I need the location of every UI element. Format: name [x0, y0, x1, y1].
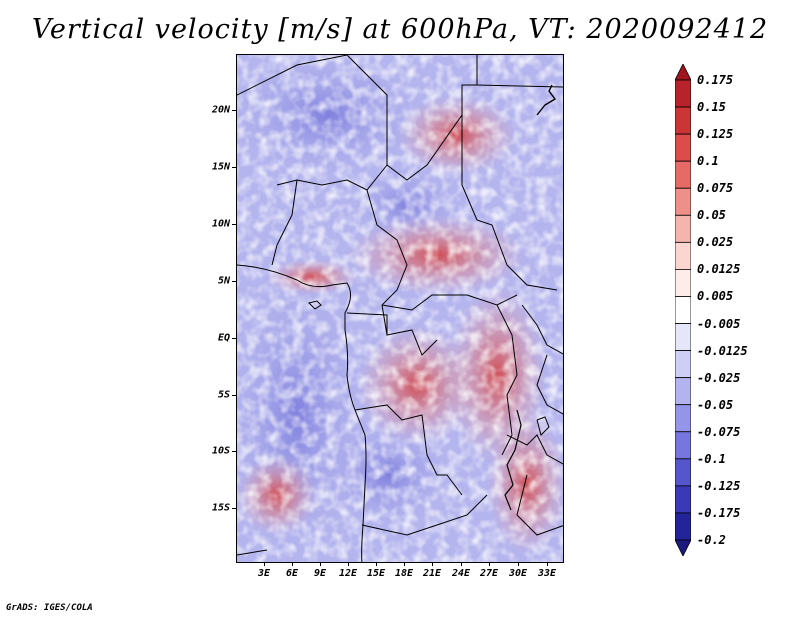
colorbar-label: -0.05: [697, 397, 734, 412]
colorbar-segment: [675, 431, 691, 460]
colorbar-segment: [675, 187, 691, 216]
colorbar-label: 0.05: [697, 208, 726, 223]
lon-label: 9E: [313, 568, 327, 579]
lon-label: 24E: [451, 568, 471, 579]
lon-label: 33E: [537, 568, 557, 579]
colorbar-segment: [675, 296, 691, 324]
colorbar-label: -0.025: [697, 370, 741, 385]
lon-tick: [264, 562, 265, 566]
colorbar-label: 0.025: [697, 235, 734, 250]
colorbar-segment: [675, 269, 691, 297]
lon-label: 15E: [366, 568, 386, 579]
lat-label: 10N: [211, 218, 230, 230]
lat-tick: [232, 167, 237, 168]
colorbar-segment: [675, 241, 691, 270]
lon-tick: [348, 562, 349, 566]
lon-label: 27E: [479, 568, 499, 579]
colorbar-label: 0.075: [697, 181, 734, 196]
colorbar-label: 0.175: [697, 73, 734, 87]
lat-tick: [232, 281, 237, 282]
lon-label: 18E: [394, 568, 414, 579]
colorbar-label: 0.1: [697, 154, 719, 169]
lat-tick: [232, 224, 237, 225]
lon-tick: [320, 562, 321, 566]
colorbar-segment: [675, 133, 691, 162]
lon-tick: [547, 562, 548, 566]
colorbar-label: 0.005: [697, 289, 734, 304]
lat-label: EQ: [217, 332, 230, 344]
colorbar-label: -0.125: [697, 478, 741, 493]
lon-label: 6E: [285, 568, 299, 579]
map-field-svg: [237, 55, 563, 562]
lon-tick: [461, 562, 462, 566]
colorbar-segment: [675, 214, 691, 243]
lon-tick: [432, 562, 433, 566]
colorbar-top-triangle: [675, 64, 691, 81]
lon-label: 3E: [257, 568, 271, 579]
colorbar-segment: [675, 79, 691, 108]
west-coastline: [237, 264, 367, 562]
lat-label: 5S: [217, 389, 230, 401]
colorbar-label: -0.1: [697, 451, 726, 466]
colorbar-segment: [675, 512, 691, 541]
grads-credit: GrADS: IGES/COLA: [6, 603, 93, 613]
lat-label: 15N: [211, 161, 230, 173]
lat-tick: [232, 338, 237, 339]
colorbar-label: -0.2: [697, 533, 726, 547]
colorbar-segment: [675, 160, 691, 189]
colorbar-label: 0.0125: [697, 262, 741, 277]
lon-tick: [404, 562, 405, 566]
colorbar-segment: [675, 323, 691, 351]
colorbar: [675, 64, 691, 556]
lon-label: 12E: [338, 568, 358, 579]
lon-label: 21E: [422, 568, 442, 579]
lat-label: 15S: [211, 502, 230, 514]
lat-tick: [232, 110, 237, 111]
lat-label: 5N: [217, 275, 230, 287]
colorbar-segment: [675, 350, 691, 379]
lon-tick: [489, 562, 490, 566]
lon-tick: [376, 562, 377, 566]
lat-tick: [232, 451, 237, 452]
colorbar-segment: [675, 458, 691, 487]
colorbar-segment: [675, 377, 691, 406]
lat-tick: [232, 508, 237, 509]
colorbar-label: -0.0125: [697, 343, 748, 358]
colorbar-label: 0.15: [697, 100, 726, 115]
lat-tick: [232, 395, 237, 396]
vertical-velocity-map: [236, 54, 564, 563]
lon-tick: [292, 562, 293, 566]
lon-label: 30E: [508, 568, 528, 579]
colorbar-label: 0.125: [697, 127, 734, 142]
colorbar-segment: [675, 485, 691, 514]
colorbar-segment: [675, 106, 691, 135]
lat-label: 20N: [211, 104, 230, 116]
lat-label: 10S: [211, 445, 230, 457]
map-title: Vertical velocity [m/s] at 600hPa, VT: 2…: [31, 14, 769, 45]
colorbar-segment: [675, 404, 691, 433]
country-borders: [237, 55, 563, 562]
noise-texture: [237, 55, 563, 562]
lon-tick: [518, 562, 519, 566]
colorbar-label: -0.075: [697, 424, 741, 439]
colorbar-label: -0.175: [697, 505, 741, 520]
colorbar-bottom-triangle: [675, 539, 691, 556]
colorbar-label: -0.005: [697, 316, 741, 331]
